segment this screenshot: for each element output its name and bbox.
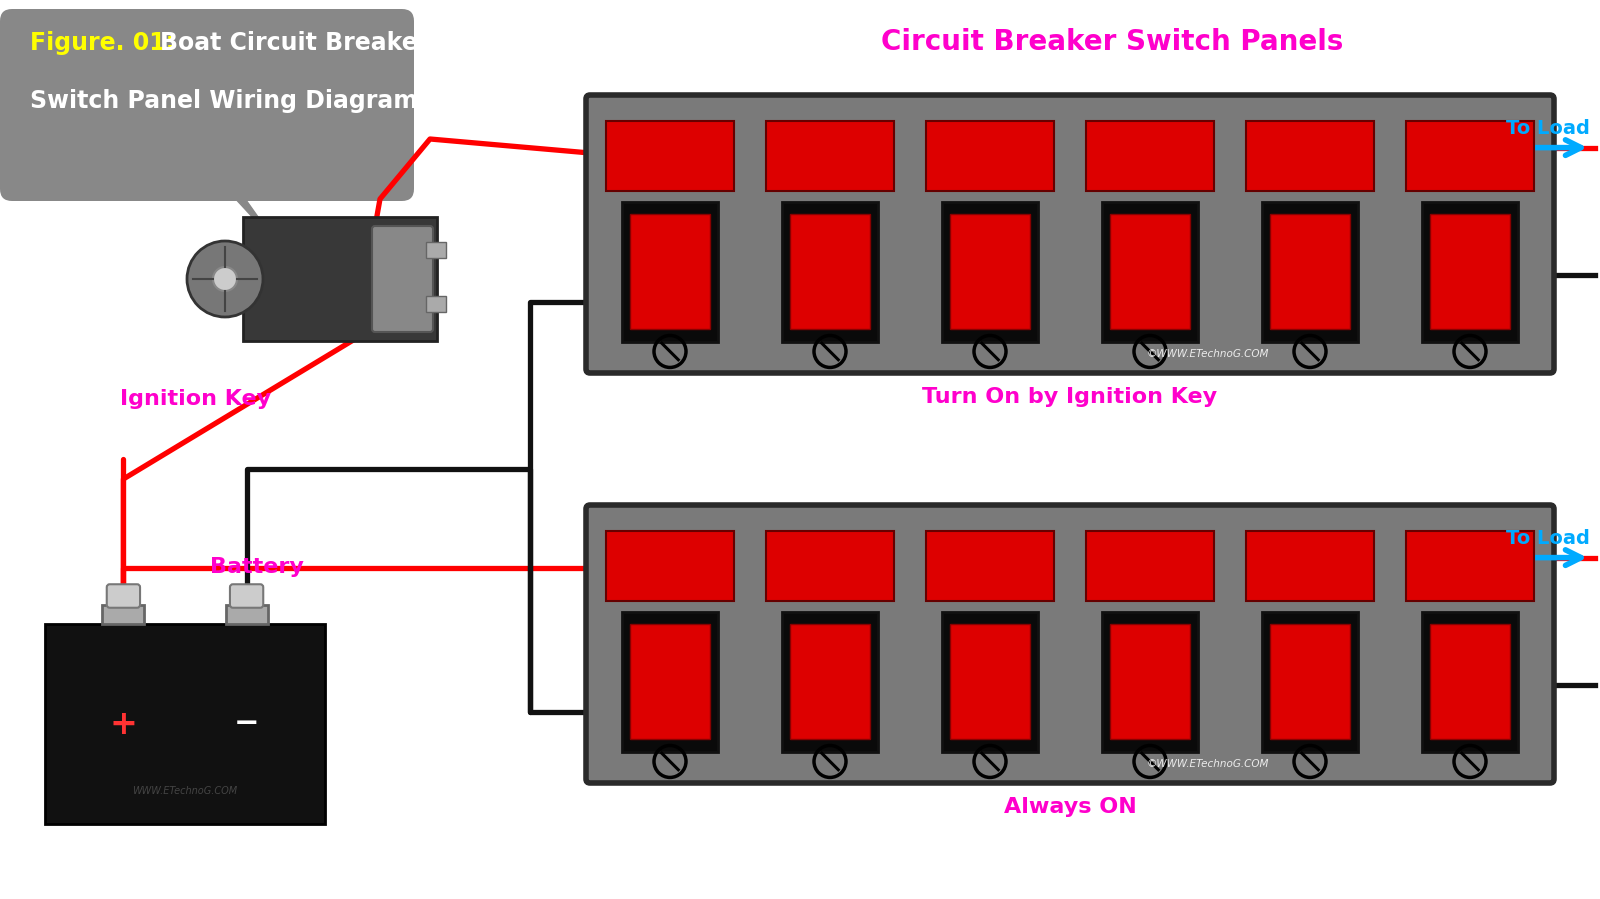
FancyBboxPatch shape — [226, 605, 267, 624]
FancyBboxPatch shape — [942, 201, 1038, 342]
FancyBboxPatch shape — [107, 584, 141, 608]
Text: To Load: To Load — [1506, 529, 1590, 547]
FancyBboxPatch shape — [926, 530, 1054, 601]
FancyBboxPatch shape — [622, 611, 718, 752]
FancyBboxPatch shape — [622, 201, 718, 342]
Text: To Load: To Load — [1506, 119, 1590, 138]
Text: +: + — [109, 708, 138, 741]
Text: ©WWW.ETechnoG.COM: ©WWW.ETechnoG.COM — [1147, 759, 1269, 770]
FancyBboxPatch shape — [1262, 611, 1358, 752]
Text: −: − — [234, 709, 259, 738]
FancyBboxPatch shape — [950, 624, 1030, 739]
FancyBboxPatch shape — [1406, 530, 1534, 601]
FancyBboxPatch shape — [1110, 214, 1190, 329]
FancyBboxPatch shape — [371, 226, 434, 332]
FancyBboxPatch shape — [1430, 624, 1510, 739]
FancyBboxPatch shape — [1430, 214, 1510, 329]
Polygon shape — [227, 189, 277, 244]
FancyBboxPatch shape — [606, 530, 734, 601]
FancyBboxPatch shape — [630, 624, 710, 739]
FancyBboxPatch shape — [766, 530, 894, 601]
FancyBboxPatch shape — [1246, 120, 1374, 191]
FancyBboxPatch shape — [1102, 611, 1198, 752]
FancyBboxPatch shape — [926, 120, 1054, 191]
FancyBboxPatch shape — [790, 214, 870, 329]
FancyBboxPatch shape — [1110, 624, 1190, 739]
FancyBboxPatch shape — [243, 217, 437, 341]
Circle shape — [213, 267, 237, 291]
Text: Switch Panel Wiring Diagram: Switch Panel Wiring Diagram — [30, 89, 418, 113]
FancyBboxPatch shape — [586, 95, 1554, 373]
FancyBboxPatch shape — [1270, 214, 1350, 329]
Text: ©WWW.ETechnoG.COM: ©WWW.ETechnoG.COM — [1147, 349, 1269, 359]
FancyBboxPatch shape — [1086, 530, 1214, 601]
FancyBboxPatch shape — [586, 505, 1554, 783]
Text: Figure. 01:: Figure. 01: — [30, 31, 174, 55]
FancyBboxPatch shape — [630, 214, 710, 329]
FancyBboxPatch shape — [0, 9, 414, 201]
FancyBboxPatch shape — [1246, 530, 1374, 601]
Circle shape — [187, 241, 262, 317]
FancyBboxPatch shape — [1262, 201, 1358, 342]
FancyBboxPatch shape — [45, 624, 325, 824]
FancyBboxPatch shape — [1270, 624, 1350, 739]
Text: Always ON: Always ON — [1003, 797, 1136, 817]
FancyBboxPatch shape — [1422, 611, 1518, 752]
FancyBboxPatch shape — [790, 624, 870, 739]
FancyBboxPatch shape — [782, 201, 878, 342]
FancyBboxPatch shape — [950, 214, 1030, 329]
Text: Turn On by Ignition Key: Turn On by Ignition Key — [923, 387, 1218, 407]
FancyBboxPatch shape — [782, 611, 878, 752]
FancyBboxPatch shape — [606, 120, 734, 191]
FancyBboxPatch shape — [426, 242, 446, 258]
FancyBboxPatch shape — [230, 584, 264, 608]
FancyBboxPatch shape — [942, 611, 1038, 752]
Text: Circuit Breaker Switch Panels: Circuit Breaker Switch Panels — [882, 28, 1342, 56]
FancyBboxPatch shape — [1422, 201, 1518, 342]
Text: Boat Circuit Breaker: Boat Circuit Breaker — [160, 31, 429, 55]
FancyBboxPatch shape — [426, 296, 446, 312]
Text: Ignition Key: Ignition Key — [120, 389, 270, 409]
FancyBboxPatch shape — [1102, 201, 1198, 342]
FancyBboxPatch shape — [1086, 120, 1214, 191]
Text: WWW.ETechnoG.COM: WWW.ETechnoG.COM — [133, 786, 237, 796]
FancyBboxPatch shape — [1406, 120, 1534, 191]
FancyBboxPatch shape — [102, 605, 144, 624]
Text: Battery: Battery — [210, 557, 304, 577]
FancyBboxPatch shape — [766, 120, 894, 191]
